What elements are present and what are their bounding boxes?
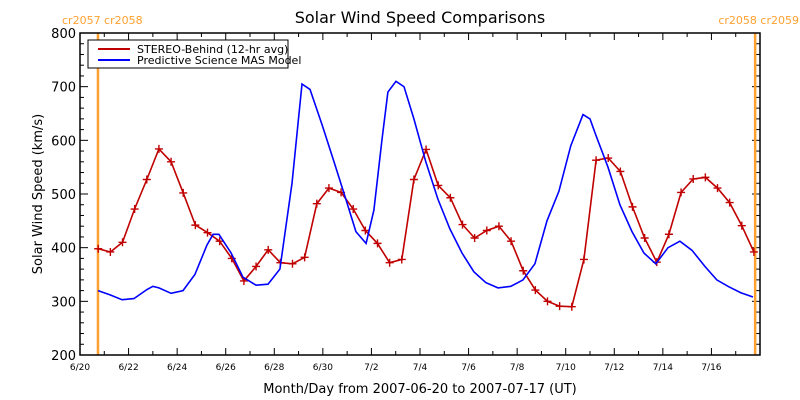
data-point [677,188,686,197]
y-tick-label: 200 [51,349,76,364]
data-point [482,226,491,235]
data-point [118,238,127,247]
data-point [507,237,516,246]
data-point [628,202,637,211]
x-tick-label: 7/10 [556,363,576,373]
rotation-label-left: cr2057 cr2058 [62,14,143,27]
data-point [179,188,188,197]
x-tick-label: 7/8 [510,363,525,373]
x-tick-label: 6/26 [216,363,236,373]
data-point [167,157,176,166]
data-point [385,258,394,267]
y-tick-label: 800 [51,27,76,42]
data-point [458,220,467,229]
data-point [640,234,649,243]
data-point [203,228,212,237]
legend-box [87,39,289,69]
data-point [567,302,576,311]
data-point [397,255,406,264]
rotation-label-right: cr2058 cr2059 [718,14,799,27]
data-point [446,193,455,202]
data-point [701,173,710,182]
chart-title: Solar Wind Speed Comparisons [295,8,546,27]
data-point [555,302,564,311]
data-point [215,237,224,246]
data-point [737,221,746,230]
data-point [324,184,333,193]
y-tick-label: 600 [51,134,76,149]
series-line-stereo [97,147,755,308]
data-point [434,181,443,190]
x-tick-label: 7/4 [413,363,428,373]
data-point [519,266,528,275]
data-point [264,245,273,254]
data-point [361,226,370,235]
x-tick-label: 7/12 [604,363,624,373]
y-tick-label: 500 [51,188,76,203]
data-point [409,175,418,184]
data-point [373,239,382,248]
x-tick-label: 7/2 [364,363,378,373]
y-tick-label: 300 [51,295,76,310]
data-point [312,199,321,208]
data-point [349,205,358,214]
y-tick-label: 700 [51,81,76,96]
data-point [749,247,758,256]
data-point [616,167,625,176]
x-tick-label: 7/14 [653,363,673,373]
data-point [300,253,309,262]
data-point [725,198,734,207]
data-point [494,222,503,231]
data-point [142,175,151,184]
x-tick-label: 6/24 [167,363,187,373]
x-tick-label: 6/28 [264,363,284,373]
x-axis-label: Month/Day from 2007-06-20 to 2007-07-17 … [263,382,576,397]
data-point [252,262,261,271]
plot-frame [79,32,761,356]
data-point [592,156,601,165]
data-point [154,144,163,153]
legend: STEREO-Behind (12-hr avg) Predictive Sci… [87,39,301,69]
data-point [288,259,297,268]
data-point [422,145,431,154]
data-point [191,221,200,230]
data-point [106,247,115,256]
legend-label-model: Predictive Science MAS Model [137,54,301,67]
data-point [94,244,103,253]
data-point [713,184,722,193]
data-point [664,230,673,239]
x-tick-label: 6/20 [70,363,90,373]
data-point [689,174,698,183]
legend-label-stereo: STEREO-Behind (12-hr avg) [137,43,288,56]
x-tick-label: 6/30 [313,363,333,373]
data-point [531,286,540,295]
y-axis-label: Solar Wind Speed (km/s) [31,114,46,274]
data-point [130,205,139,214]
series-line-model [97,80,754,301]
y-tick-label: 400 [51,242,76,257]
data-point [579,255,588,264]
data-point [470,234,479,243]
data-point [604,154,613,163]
x-tick-label: 7/6 [461,363,476,373]
x-tick-label: 7/16 [701,363,721,373]
x-tick-label: 6/22 [118,363,138,373]
data-point [543,297,552,306]
